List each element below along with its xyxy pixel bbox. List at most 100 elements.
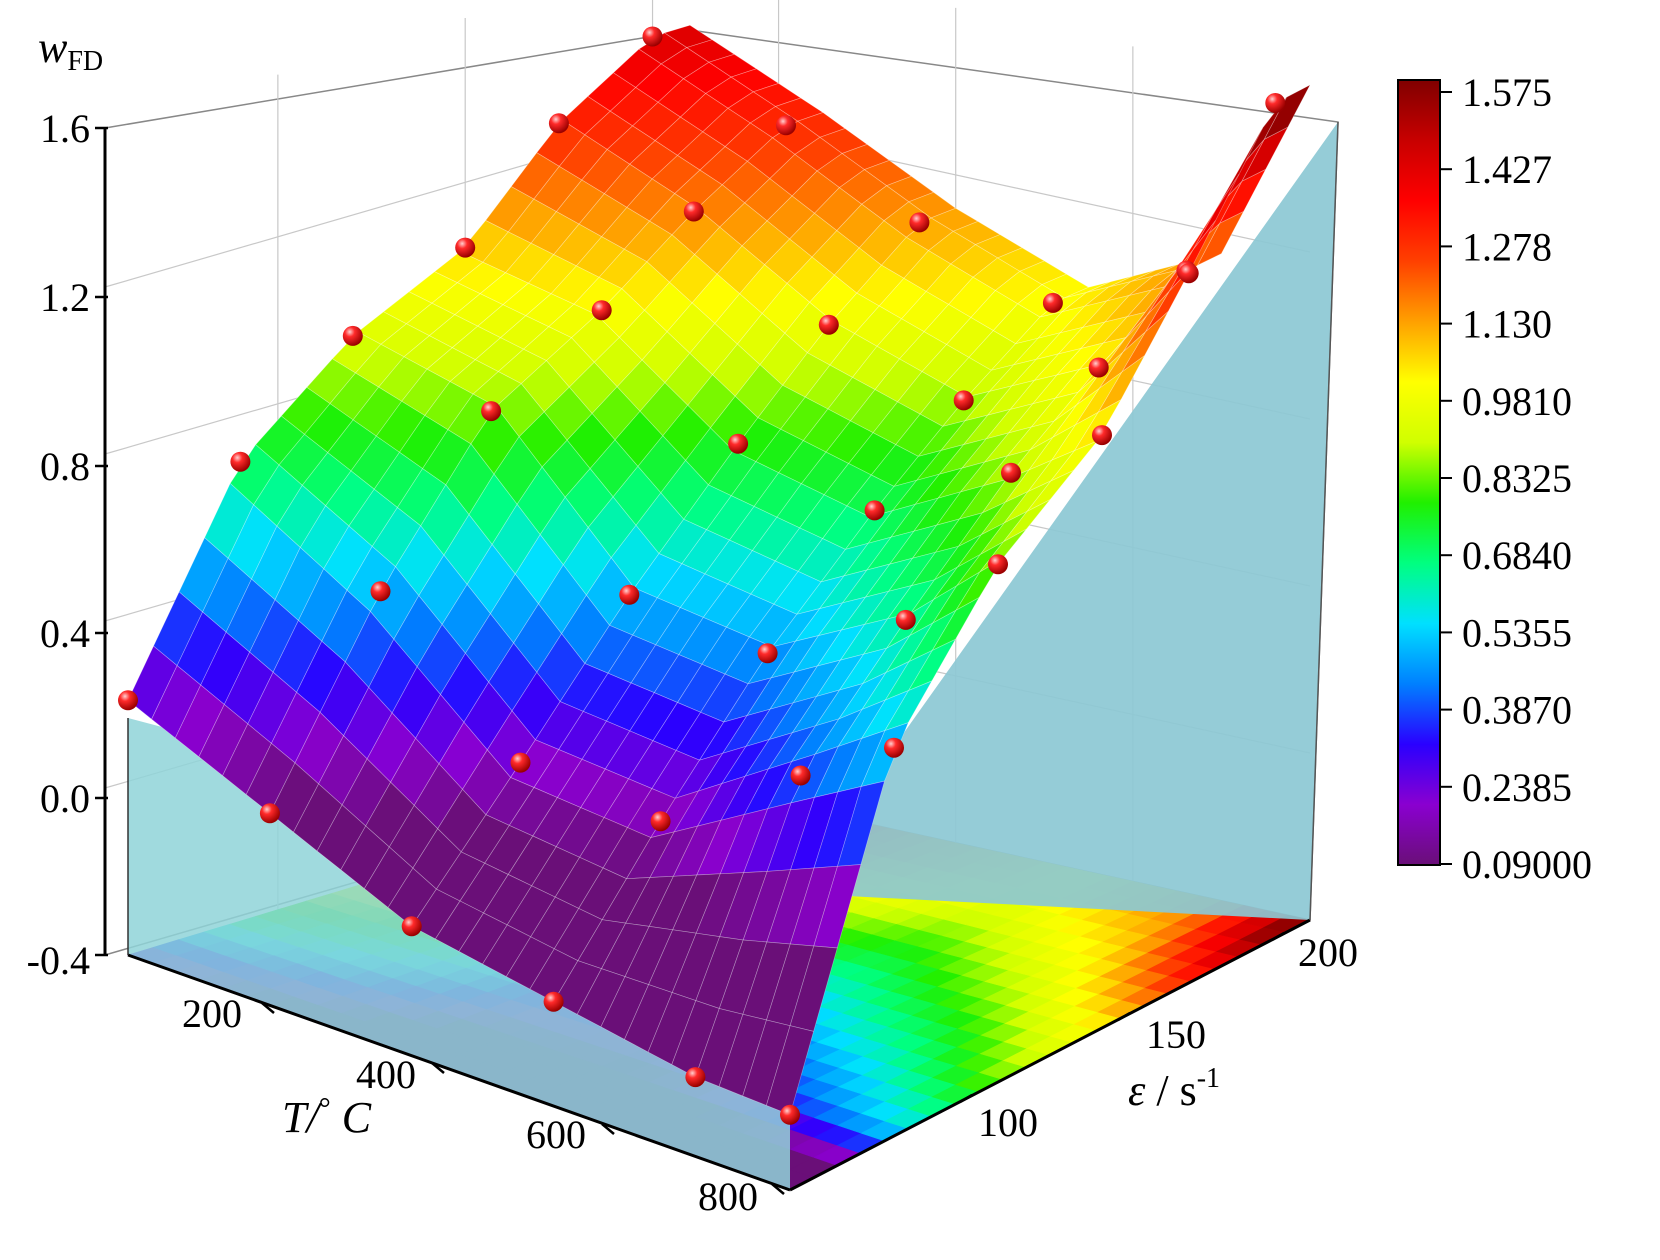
- curtain-right: [790, 122, 1338, 920]
- x-tick-label: 600: [526, 1112, 586, 1157]
- data-point: [988, 554, 1008, 575]
- colorbar-label: 0.9810: [1462, 379, 1572, 424]
- surface-mesh: [127, 24, 1311, 1116]
- y-tick-mark: [1117, 1011, 1131, 1022]
- data-point: [685, 1067, 706, 1088]
- z-tick-label: 0.8: [40, 444, 90, 489]
- y-axis-title-sup: -1: [1197, 1063, 1220, 1094]
- x-axis-line: [127, 953, 791, 1192]
- colorbar-label: 1.427: [1462, 147, 1552, 192]
- x-tick-label: 400: [356, 1052, 416, 1097]
- y-tick-mark: [959, 1093, 973, 1104]
- data-point: [818, 314, 839, 335]
- z-axis-title-main: w: [38, 23, 68, 72]
- colorbar-label: 0.8325: [1462, 456, 1572, 501]
- data-point: [259, 803, 280, 824]
- edge-right-vertical: [1309, 121, 1339, 921]
- z-tick-label: 1.2: [40, 275, 90, 320]
- x-tick-label: 800: [698, 1174, 758, 1219]
- data-point: [776, 115, 796, 136]
- data-point: [953, 390, 974, 411]
- y-tick-label: 200: [1298, 930, 1358, 975]
- colorbar-label: 1.130: [1462, 302, 1552, 347]
- x-axis-title-degree: °: [319, 1092, 331, 1125]
- data-point: [757, 643, 778, 664]
- x-tick-mark: [431, 1062, 445, 1074]
- data-point: [909, 212, 930, 233]
- data-point: [619, 584, 640, 605]
- y-axis-title: ε / s-1: [1128, 1063, 1220, 1115]
- colorbar-label: 0.09000: [1462, 842, 1592, 887]
- y-axis-title-main: ε: [1128, 1066, 1146, 1115]
- surface-cell: [1003, 499, 1051, 543]
- data-point: [864, 500, 885, 521]
- colorbar: 1.575 1.427 1.278 1.130 0.9810 0.8325 0.6840 0.…: [1397, 70, 1592, 887]
- data-point: [342, 325, 363, 346]
- data-point: [683, 201, 704, 222]
- curtain-front: [128, 718, 790, 1190]
- z-tick-label: 0.4: [40, 611, 90, 656]
- data-points: [118, 26, 1286, 1125]
- y-axis-ticks: 100 150 200: [959, 930, 1358, 1145]
- data-point: [455, 237, 476, 258]
- data-point: [1092, 425, 1112, 446]
- z-axis-title: wFD: [38, 23, 103, 77]
- data-point: [510, 752, 531, 773]
- x-axis-title-unit: C: [331, 1093, 372, 1142]
- data-point: [548, 113, 569, 134]
- y-tick-mark: [1271, 931, 1285, 942]
- x-tick-mark: [261, 1002, 275, 1014]
- colorbar-labels: 1.575 1.427 1.278 1.130 0.9810 0.8325 0.6840 0.…: [1440, 70, 1592, 887]
- data-point: [1265, 93, 1286, 113]
- surface-cell: [1240, 97, 1287, 168]
- surface-cell: [789, 945, 838, 1032]
- colorbar-label: 0.3870: [1462, 688, 1572, 733]
- data-point: [370, 581, 391, 602]
- data-point: [481, 401, 502, 422]
- x-axis-title: T/° C: [282, 1092, 372, 1142]
- data-point: [790, 765, 811, 786]
- data-point: [591, 300, 612, 321]
- y-tick-label: 100: [978, 1100, 1038, 1145]
- surface-cell: [837, 780, 885, 867]
- x-tick-mark: [601, 1123, 615, 1135]
- z-axis-ticks: 1.6 1.2 0.8 0.4 0.0 -0.4: [27, 106, 108, 983]
- z-tick-label: -0.4: [27, 938, 90, 983]
- data-point: [118, 690, 138, 711]
- y-axis-line: [789, 918, 1311, 1192]
- colorbar-bar: [1397, 79, 1441, 866]
- data-point: [1042, 292, 1063, 313]
- x-tick-label: 200: [182, 991, 242, 1036]
- data-point: [650, 811, 671, 832]
- z-tick-label: 1.6: [40, 106, 90, 151]
- x-tick-mark: [771, 1183, 785, 1195]
- data-point: [780, 1104, 800, 1125]
- data-point: [884, 737, 904, 758]
- x-axis-ticks: 200 400 600 800: [182, 991, 785, 1219]
- data-point: [642, 26, 663, 47]
- colorbar-label: 0.2385: [1462, 765, 1572, 810]
- data-point: [1178, 263, 1199, 284]
- data-point: [1088, 357, 1109, 378]
- z-tick-label: 0.0: [40, 776, 90, 821]
- surface-cell: [1216, 127, 1264, 209]
- surface-cell: [813, 864, 862, 949]
- colorbar-label: 0.5355: [1462, 610, 1572, 655]
- data-point: [543, 991, 564, 1012]
- data-point: [230, 451, 251, 472]
- surface-cell: [1121, 311, 1169, 373]
- data-point: [1001, 462, 1021, 483]
- colorbar-label: 1.575: [1462, 70, 1552, 115]
- data-point: [728, 433, 749, 454]
- y-tick-label: 150: [1146, 1012, 1206, 1057]
- axes: [103, 121, 1339, 1192]
- data-point: [401, 916, 422, 937]
- surface-cell: [884, 680, 933, 732]
- colorbar-label: 0.6840: [1462, 533, 1572, 578]
- data-point: [895, 609, 916, 630]
- colorbar-label: 1.278: [1462, 224, 1552, 269]
- z-axis-title-sub: FD: [67, 46, 103, 77]
- y-axis-title-unit: / s: [1145, 1066, 1196, 1115]
- x-axis-title-main: T/: [282, 1093, 322, 1142]
